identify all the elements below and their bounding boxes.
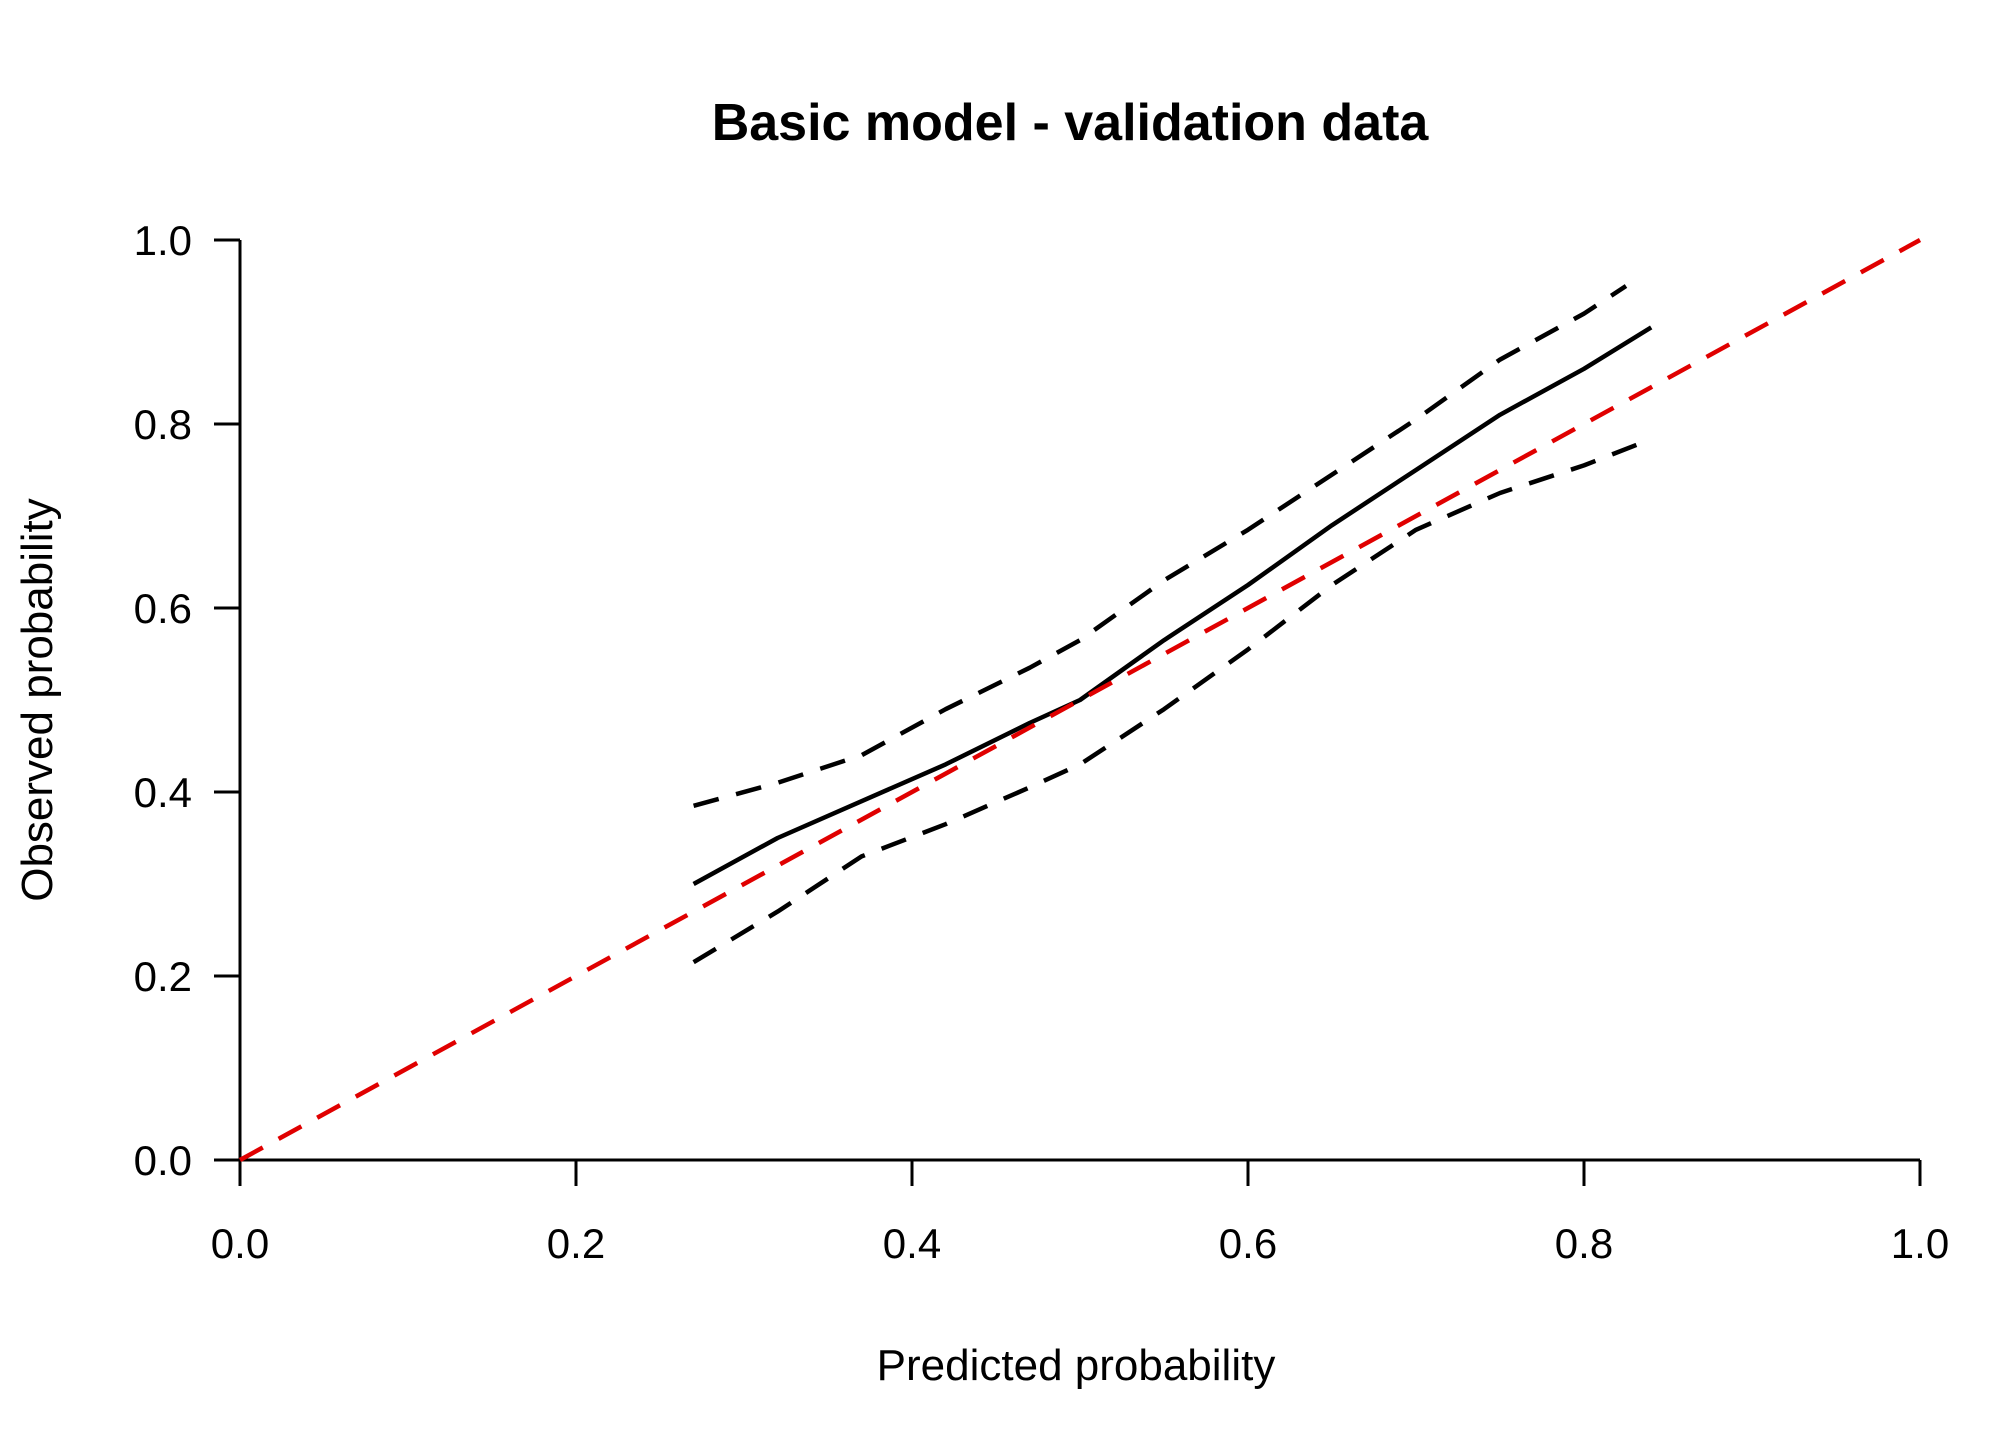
chart-title: Basic model - validation data [712,94,1430,152]
x-tick-label: 0.4 [883,1220,941,1267]
calibration-curve [692,325,1653,886]
series-layer [238,238,1922,1162]
y-tick-label: 0.4 [134,769,192,816]
y-tick-label: 0.0 [134,1137,192,1184]
x-tick-label: 0.8 [1555,1220,1613,1267]
y-tick-label: 1.0 [134,217,192,264]
x-tick-label: 0.0 [211,1220,269,1267]
y-tick-label: 0.8 [134,401,192,448]
axes: 0.0 0.2 0.4 0.6 0.8 1.0 0.0 0.2 0.4 0.6 0.8 1.0 [134,217,1950,1267]
lower-confidence-band [692,440,1644,965]
y-axis-label: Observed probability [13,498,62,902]
y-tick-label: 0.6 [134,585,192,632]
x-axis-label: Predicted probability [877,1341,1276,1390]
x-tick-label: 1.0 [1891,1220,1949,1267]
upper-confidence-band [693,284,1628,808]
x-tick-label: 0.2 [547,1220,605,1267]
reference-diagonal [238,238,1922,1162]
x-tick-label: 0.6 [1219,1220,1277,1267]
y-tick-label: 0.2 [134,953,192,1000]
